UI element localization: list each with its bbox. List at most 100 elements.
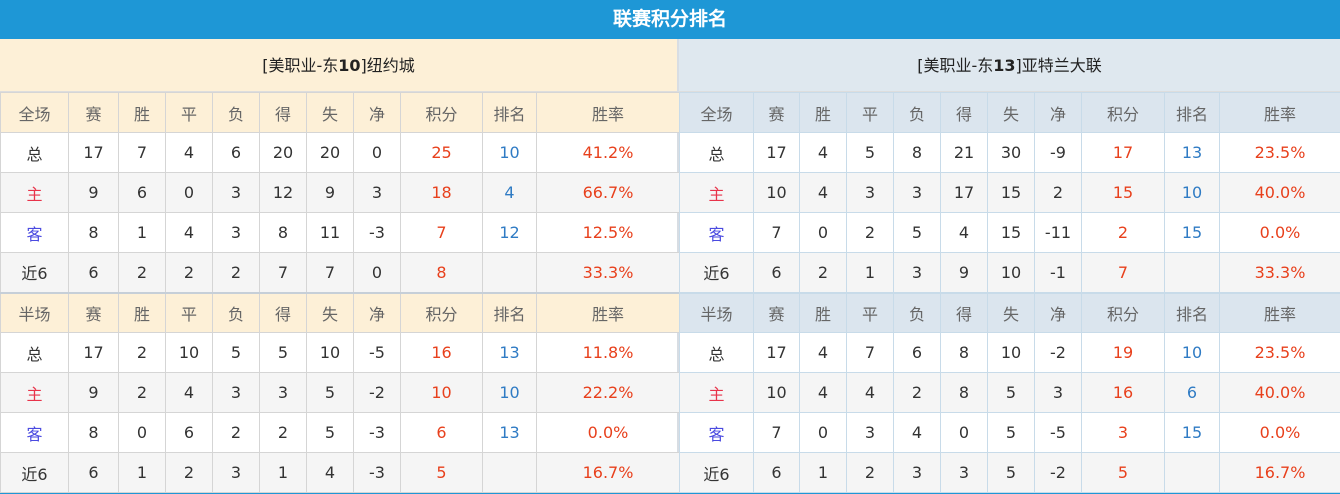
cell-goal-diff: -2: [353, 372, 401, 413]
cell-rank: 4: [482, 172, 537, 213]
cell-played: 7: [753, 412, 800, 453]
col-header-won: 胜: [118, 291, 166, 333]
header-row-full: 全场赛胜平负得失净积分 排名 胜率: [679, 92, 1340, 133]
cell-points: 8: [400, 252, 483, 293]
col-header-goals-against: 失: [987, 92, 1035, 133]
cell-goals-against: 7: [306, 252, 354, 293]
cell-goals-for: 9: [940, 252, 988, 293]
cell-rank: [482, 252, 537, 293]
cell-played: 10: [753, 372, 800, 413]
cell-drawn: 2: [165, 252, 213, 293]
cell-lost: 3: [893, 252, 941, 293]
cell-win-rate: 11.8%: [536, 332, 680, 373]
cell-won: 2: [118, 372, 166, 413]
cell-goals-for: 3: [940, 452, 988, 493]
cell-points: 16: [1081, 372, 1165, 413]
col-header-win-rate: 胜率: [536, 92, 680, 133]
cell-goals-for: 3: [259, 372, 307, 413]
header-row-full: 全场赛胜平负得失净积分 排名 胜率: [0, 92, 680, 133]
cell-win-rate: 33.3%: [1219, 252, 1340, 293]
cell-label: 主: [679, 372, 754, 413]
cell-rank: [1164, 252, 1220, 293]
cell-goals-for: 17: [940, 172, 988, 213]
table-row: 客 8 1 4 3 8 11 -3 7 12 12.5%: [0, 212, 680, 253]
col-header-drawn: 平: [846, 92, 894, 133]
cell-points: 5: [1081, 452, 1165, 493]
cell-goals-against: 10: [306, 332, 354, 373]
cell-win-rate: 40.0%: [1219, 172, 1340, 213]
table-row: 近6 6 2 2 2 7 7 0 8 33.3%: [0, 252, 680, 293]
table-row: 总 17 2 10 5 5 10 -5 16 13 11.8%: [0, 332, 680, 373]
cell-rank: 13: [1164, 132, 1220, 173]
cell-played: 8: [68, 412, 119, 453]
cell-won: 1: [799, 452, 847, 493]
table-row: 主 10 4 3 3 17 15 2 15 10 40.0%: [679, 172, 1340, 213]
cell-win-rate: 40.0%: [1219, 372, 1340, 413]
col-header-goals-for: 得: [259, 92, 307, 133]
cell-points: 5: [400, 452, 483, 493]
cell-drawn: 1: [846, 252, 894, 293]
cell-goal-diff: -5: [1034, 412, 1082, 453]
cell-won: 0: [118, 412, 166, 453]
cell-won: 4: [799, 332, 847, 373]
cell-lost: 3: [212, 372, 260, 413]
cell-win-rate: 22.2%: [536, 372, 680, 413]
cell-points: 17: [1081, 132, 1165, 173]
cell-rank: 15: [1164, 212, 1220, 253]
cell-win-rate: 33.3%: [536, 252, 680, 293]
cell-goals-against: 5: [987, 412, 1035, 453]
cell-goal-diff: 0: [353, 132, 401, 173]
cell-win-rate: 16.7%: [1219, 452, 1340, 493]
cell-label: 近6: [679, 452, 754, 493]
cell-drawn: 0: [165, 172, 213, 213]
col-header-drawn: 平: [846, 291, 894, 333]
cell-won: 4: [799, 172, 847, 213]
cell-won: 0: [799, 212, 847, 253]
cell-goals-against: 5: [306, 412, 354, 453]
table-row: 总 17 4 7 6 8 10 -2 19 10 23.5%: [679, 332, 1340, 373]
cell-label: 客: [0, 212, 69, 253]
cell-played: 8: [68, 212, 119, 253]
cell-label: 近6: [679, 252, 754, 293]
cell-goals-against: 15: [987, 212, 1035, 253]
col-header-label: 半场: [679, 291, 754, 333]
col-header-points: 积分: [400, 291, 483, 333]
cell-label: 近6: [0, 452, 69, 493]
col-header-points: 积分: [1081, 291, 1165, 333]
cell-drawn: 7: [846, 332, 894, 373]
cell-lost: 3: [893, 172, 941, 213]
cell-points: 10: [400, 372, 483, 413]
cell-goals-against: 30: [987, 132, 1035, 173]
cell-won: 1: [118, 452, 166, 493]
cell-goal-diff: 3: [353, 172, 401, 213]
cell-drawn: 2: [165, 452, 213, 493]
cell-drawn: 4: [846, 372, 894, 413]
col-header-goal-diff: 净: [1034, 92, 1082, 133]
cell-points: 6: [400, 412, 483, 453]
col-header-won: 胜: [799, 291, 847, 333]
cell-win-rate: 23.5%: [1219, 332, 1340, 373]
table-row: 主 10 4 4 2 8 5 3 16 6 40.0%: [679, 372, 1340, 413]
cell-points: 25: [400, 132, 483, 173]
col-header-rank: 排名: [1164, 291, 1220, 333]
cell-lost: 3: [212, 212, 260, 253]
cell-win-rate: 12.5%: [536, 212, 680, 253]
cell-lost: 2: [212, 412, 260, 453]
cell-points: 16: [400, 332, 483, 373]
cell-rank: [1164, 452, 1220, 493]
table-row: 客 8 0 6 2 2 5 -3 6 13 0.0%: [0, 412, 680, 453]
cell-played: 17: [753, 132, 800, 173]
col-header-label: 全场: [679, 92, 754, 133]
col-header-won: 胜: [118, 92, 166, 133]
cell-points: 7: [1081, 252, 1165, 293]
cell-lost: 6: [893, 332, 941, 373]
cell-won: 6: [118, 172, 166, 213]
page-title: 联赛积分排名: [0, 0, 1340, 39]
cell-rank: 6: [1164, 372, 1220, 413]
col-header-played: 赛: [68, 92, 119, 133]
cell-goals-for: 21: [940, 132, 988, 173]
cell-label: 总: [0, 332, 69, 373]
cell-points: 2: [1081, 212, 1165, 253]
cell-goal-diff: -2: [1034, 452, 1082, 493]
col-header-lost: 负: [212, 291, 260, 333]
